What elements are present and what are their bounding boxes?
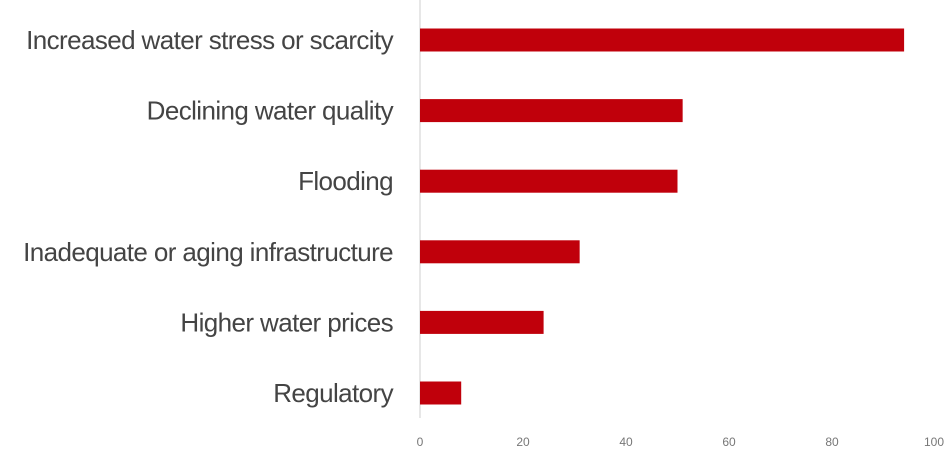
x-axis-ticks: 0 20 40 60 80 100: [417, 435, 945, 449]
x-tick-label: 100: [924, 435, 944, 449]
bar-0: [420, 28, 905, 52]
bar-1: [420, 99, 683, 123]
x-tick-label: 80: [825, 435, 839, 449]
x-tick-label: 0: [417, 435, 424, 449]
x-tick-label: 20: [516, 435, 530, 449]
category-label: Flooding: [298, 166, 393, 196]
bar-4: [420, 310, 544, 334]
category-label: Inadequate or aging infrastructure: [23, 237, 393, 267]
category-labels: Increased water stress or scarcity Declin…: [23, 25, 394, 408]
category-label: Regulatory: [273, 378, 393, 408]
category-label: Increased water stress or scarcity: [26, 25, 393, 55]
x-tick-label: 60: [722, 435, 736, 449]
category-label: Higher water prices: [180, 307, 393, 337]
bar-3: [420, 240, 580, 264]
category-label: Declining water quality: [147, 96, 394, 126]
bar-2: [420, 169, 678, 193]
x-tick-label: 40: [619, 435, 633, 449]
bar-5: [420, 381, 462, 405]
bars-layer: [420, 28, 905, 405]
